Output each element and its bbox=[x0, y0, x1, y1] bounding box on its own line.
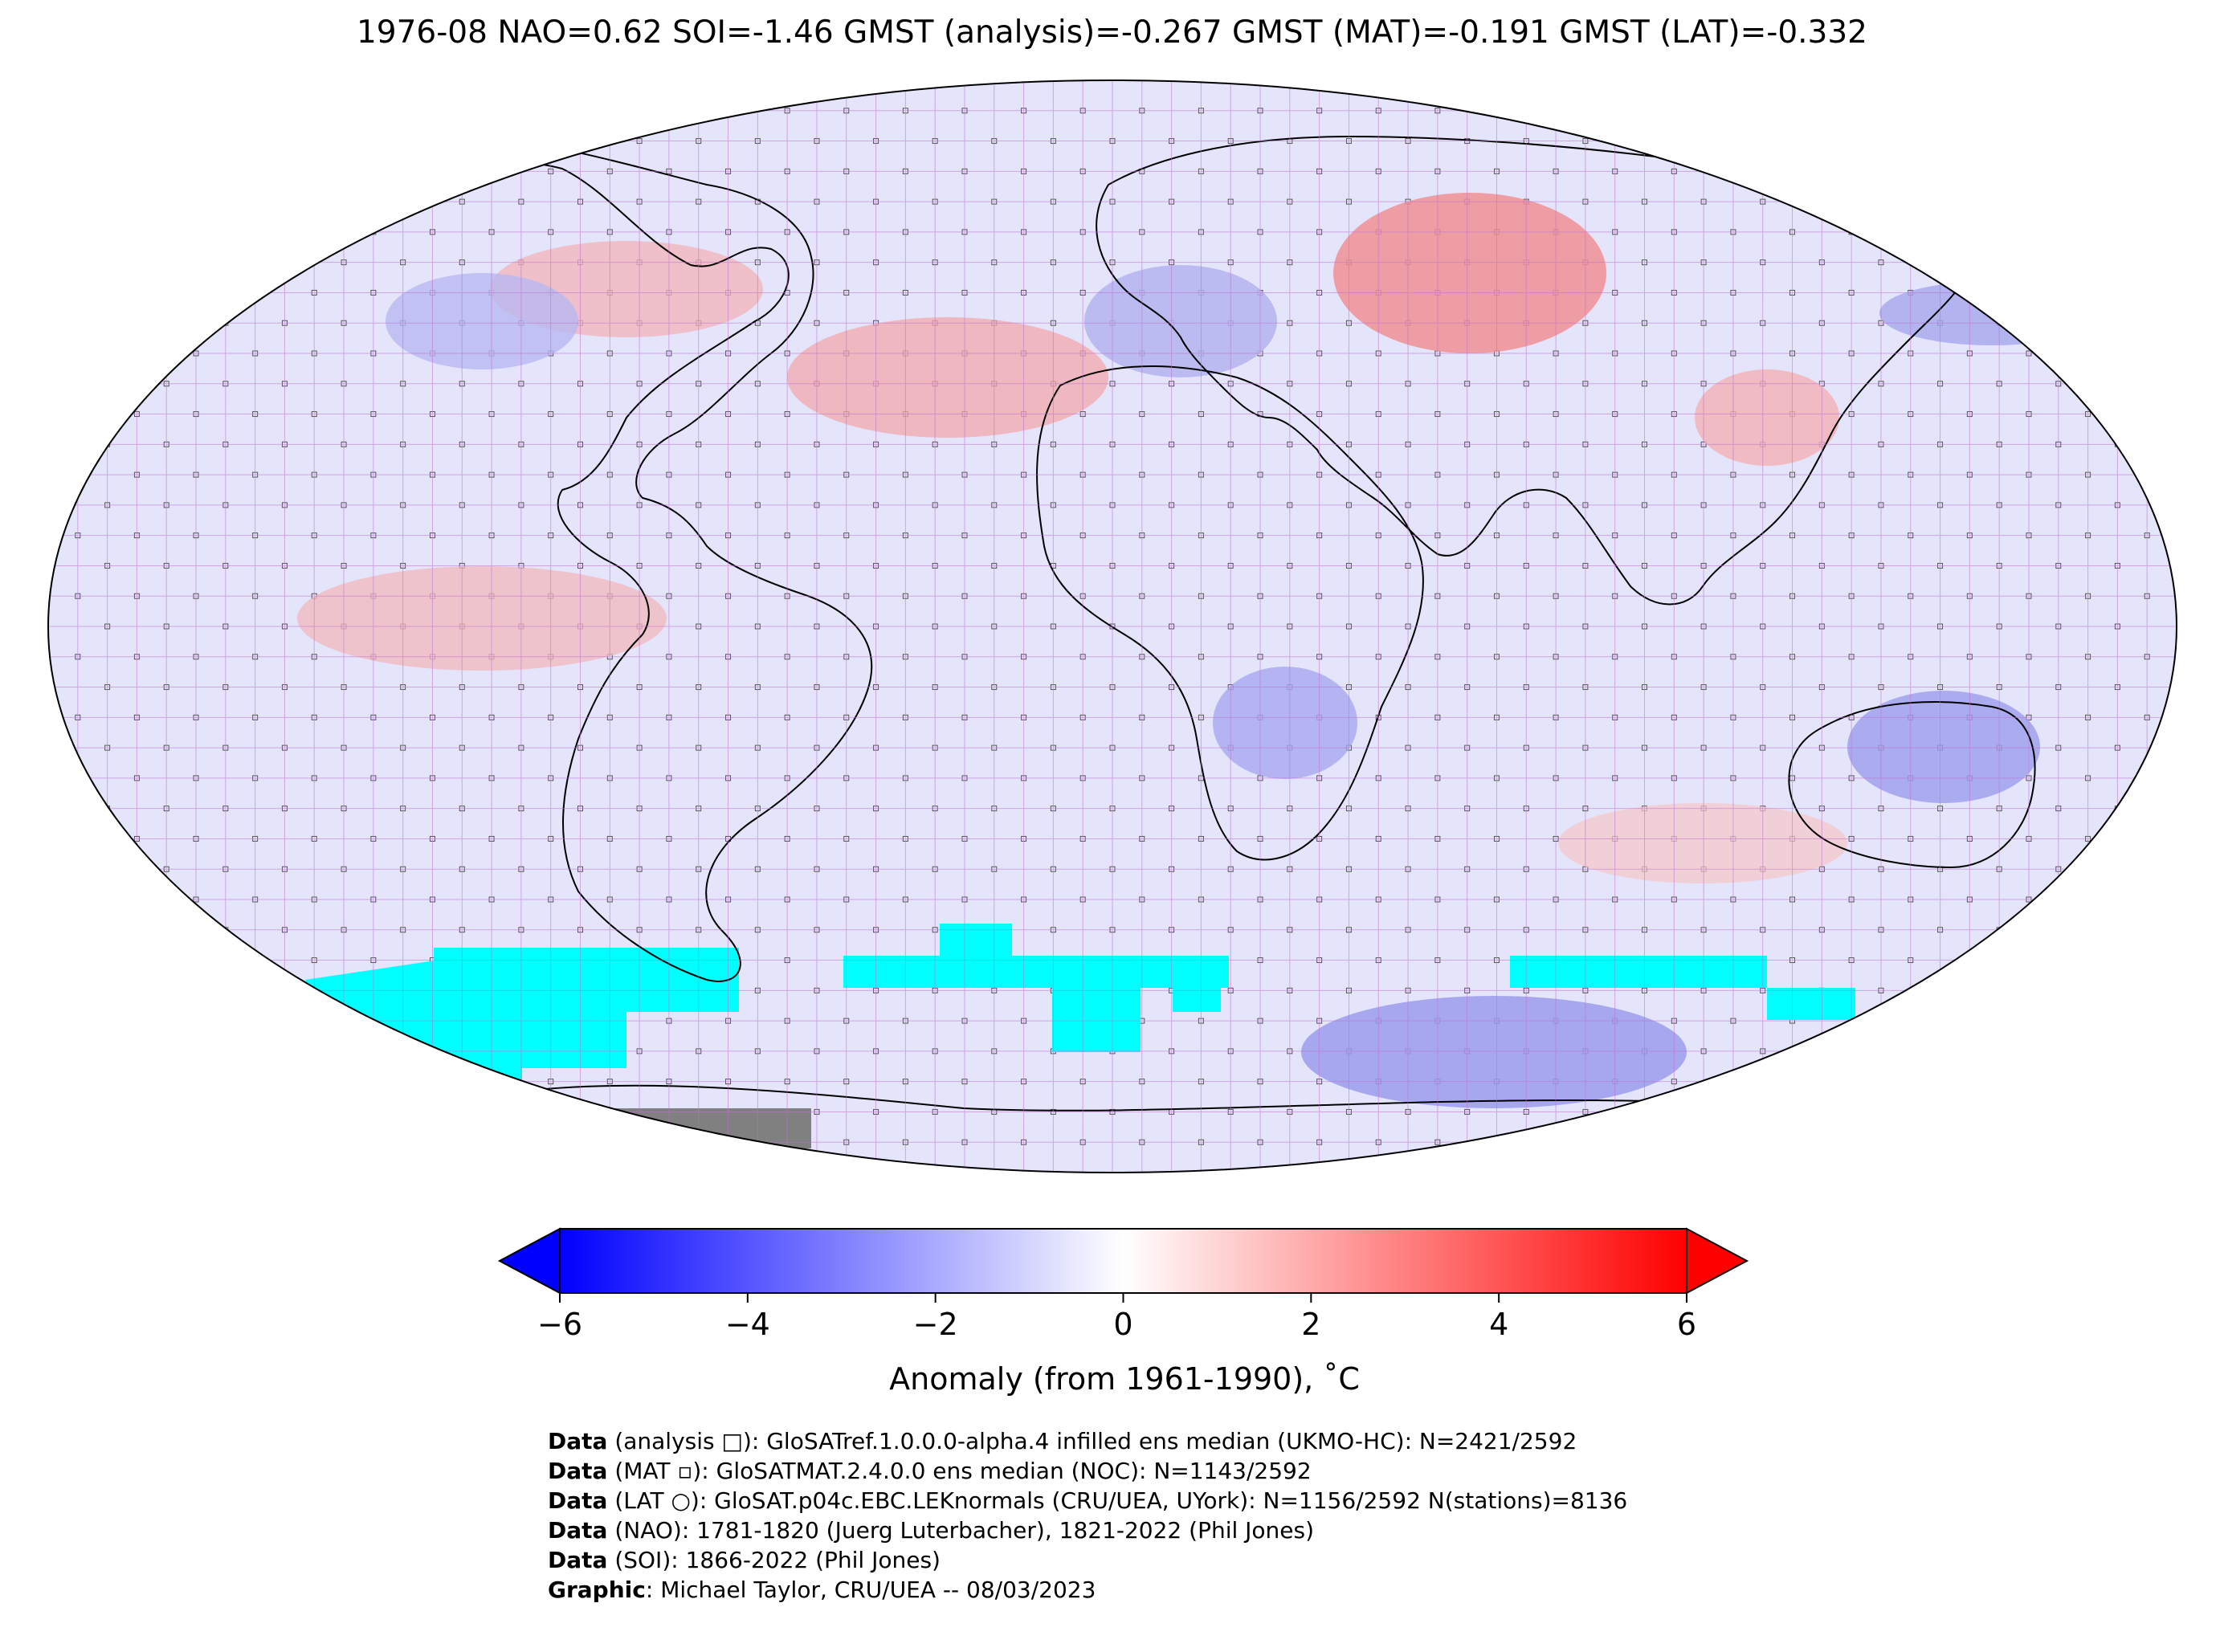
colorbar: −6 −4 −2 0 2 4 6 Anomaly (from 1961-1990), ˚C bbox=[497, 1227, 1749, 1397]
americas-outline bbox=[351, 135, 873, 982]
colorbar-max-arrow bbox=[1686, 1227, 1749, 1295]
anomaly-patches bbox=[297, 193, 2104, 1148]
colorbar-tick-label: 4 bbox=[1489, 1307, 1508, 1342]
credit-label: Data bbox=[548, 1517, 608, 1544]
credit-text: (SOI): 1866-2022 (Phil Jones) bbox=[607, 1547, 941, 1573]
australia-outline bbox=[1788, 701, 2036, 869]
colorbar-ticks: −6 −4 −2 0 2 4 6 bbox=[537, 1293, 1696, 1342]
credit-line: Data (MAT ▫): GloSATMAT.2.4.0.0 ens medi… bbox=[548, 1458, 1312, 1484]
map-border bbox=[47, 80, 2177, 1173]
credit-label: Data bbox=[548, 1428, 608, 1454]
colorbar-gradient bbox=[559, 1228, 1687, 1294]
credit-text: (MAT ▫): GloSATMAT.2.4.0.0 ens median (N… bbox=[607, 1458, 1312, 1484]
credit-label: Data bbox=[548, 1487, 608, 1514]
credit-line: Data (analysis □): GloSATref.1.0.0.0-alp… bbox=[548, 1428, 1577, 1454]
credit-text: : Michael Taylor, CRU/UEA -- 08/03/2023 bbox=[645, 1577, 1096, 1603]
credit-line: Graphic: Michael Taylor, CRU/UEA -- 08/0… bbox=[548, 1577, 1096, 1603]
colorbar-tick-label: 0 bbox=[1113, 1307, 1132, 1342]
credit-text: (analysis □): GloSATref.1.0.0.0-alpha.4 … bbox=[607, 1428, 1577, 1454]
colorbar-tick-label: 2 bbox=[1301, 1307, 1320, 1342]
credit-line: Data (NAO): 1781-1820 (Juerg Luterbacher… bbox=[548, 1517, 1314, 1544]
credit-line: Data (LAT ○): GloSAT.p04c.EBC.LEKnormals… bbox=[548, 1487, 1627, 1514]
colorbar-tick-label: 6 bbox=[1677, 1307, 1696, 1342]
map-title: 1976-08 NAO=0.62 SOI=-1.46 GMST (analysi… bbox=[356, 14, 1867, 51]
credit-label: Data bbox=[548, 1547, 608, 1573]
anomaly-map bbox=[47, 80, 2177, 1173]
colorbar-label: Anomaly (from 1961-1990), ˚C bbox=[889, 1361, 1360, 1397]
credit-line: Data (SOI): 1866-2022 (Phil Jones) bbox=[548, 1547, 941, 1573]
credit-label: Data bbox=[548, 1458, 608, 1484]
credit-text: (LAT ○): GloSAT.p04c.EBC.LEKnormals (CRU… bbox=[607, 1487, 1628, 1514]
colorbar-tick-label: −6 bbox=[537, 1307, 582, 1342]
colorbar-tick-label: −2 bbox=[913, 1307, 958, 1342]
colorbar-tick-label: −4 bbox=[725, 1307, 770, 1342]
credit-text: (NAO): 1781-1820 (Juerg Luterbacher), 18… bbox=[607, 1517, 1315, 1544]
colorbar-min-arrow bbox=[497, 1227, 561, 1295]
africa-outline bbox=[1036, 365, 1424, 861]
credit-label: Graphic bbox=[548, 1577, 646, 1603]
